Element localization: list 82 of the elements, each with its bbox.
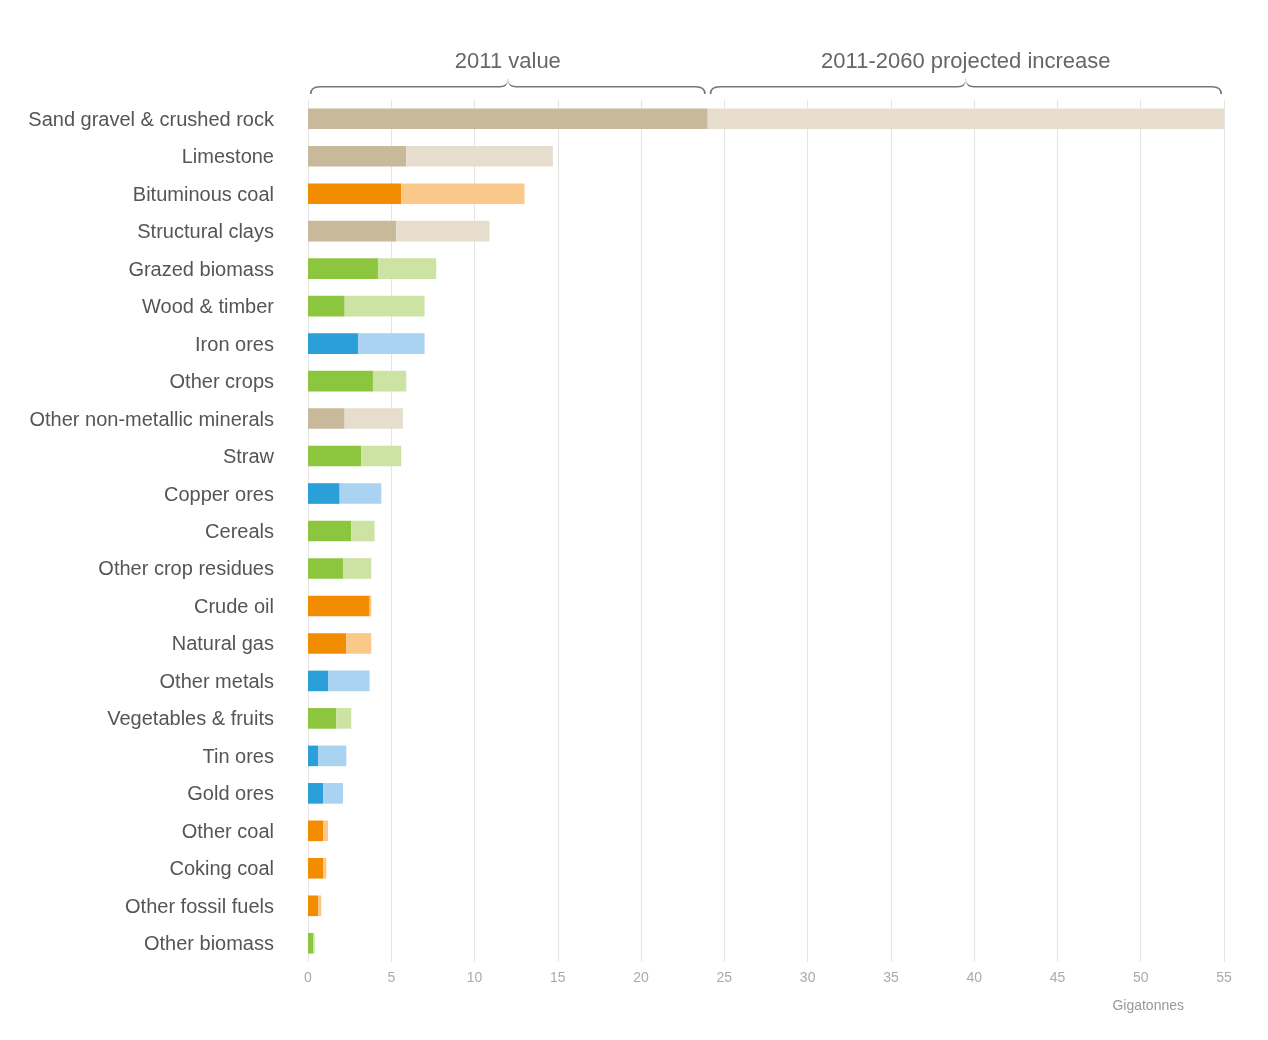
x-tick-label: 25	[716, 969, 733, 985]
x-tick-label: 40	[966, 969, 983, 985]
y-tick-label: Copper ores	[163, 482, 274, 505]
y-tick-label: Coking coal	[169, 857, 274, 880]
bar	[308, 670, 328, 692]
bar	[322, 820, 328, 842]
y-tick-label: Other biomass	[143, 932, 274, 955]
x-tick-label: 30	[799, 969, 816, 985]
y-tick-label: Other coal	[181, 819, 274, 842]
bar	[317, 895, 322, 917]
y-tick-label: Iron ores	[195, 332, 274, 355]
text: 2011-2060 projected increase	[821, 48, 1111, 73]
bar	[308, 445, 362, 467]
bar	[372, 370, 407, 392]
bar	[351, 520, 375, 542]
bar	[377, 258, 437, 279]
y-tick-label: Straw	[222, 445, 275, 468]
bar	[308, 145, 407, 167]
y-tick-label: Limestone	[181, 145, 274, 168]
bar	[357, 333, 425, 354]
bar	[308, 633, 347, 654]
text: 2011 value	[454, 48, 561, 73]
bar	[308, 483, 340, 504]
x-tick-label: 55	[1216, 969, 1232, 985]
y-tick-label: Vegetables & fruits	[107, 707, 274, 730]
bar	[308, 932, 313, 954]
bar	[327, 670, 370, 692]
x-tick-label: 0	[304, 969, 313, 985]
bar	[344, 408, 403, 429]
y-tick-label: Sand gravel & crushed rock	[28, 107, 275, 130]
y-tick-label: Other crops	[169, 370, 274, 393]
bar	[308, 108, 708, 130]
bar	[707, 108, 1224, 130]
bar	[308, 820, 323, 842]
bar	[308, 258, 378, 279]
y-tick-label: Bituminous coal	[132, 182, 274, 205]
x-tick-label: 35	[883, 969, 899, 985]
y-tick-label: Other fossil fuels	[125, 894, 274, 917]
y-tick-label: Crude oil	[193, 594, 274, 617]
bar	[308, 558, 343, 579]
bar	[308, 783, 323, 804]
x-axis-title: Gigatonnes	[1112, 997, 1184, 1013]
bar	[342, 558, 372, 579]
y-tick-label: Tin ores	[202, 744, 274, 767]
y-tick-label: Natural gas	[171, 632, 274, 655]
bar	[308, 745, 318, 767]
x-tick-label: 45	[1049, 969, 1066, 985]
bar	[361, 445, 402, 467]
bar	[308, 220, 397, 242]
bar	[346, 633, 372, 654]
x-tick-label: 5	[387, 969, 396, 985]
bar	[308, 708, 337, 729]
x-tick-label: 15	[550, 969, 566, 985]
bar	[308, 408, 345, 429]
bar	[322, 783, 343, 804]
y-tick-label: Gold ores	[187, 782, 274, 805]
bar	[308, 858, 323, 879]
y-tick-label: Other metals	[159, 669, 274, 692]
bar	[339, 483, 382, 504]
x-tick-label: 50	[1132, 969, 1149, 985]
bar	[406, 145, 553, 167]
y-tick-label: Wood & timber	[142, 295, 275, 318]
bar	[308, 520, 352, 542]
bar	[401, 183, 525, 204]
y-tick-label: Cereals	[205, 520, 274, 542]
bar	[308, 333, 358, 354]
y-tick-label: Structural clays	[137, 220, 274, 243]
bar	[308, 895, 318, 917]
y-tick-label: Grazed biomass	[128, 257, 274, 280]
x-tick-label: 20	[633, 969, 650, 985]
y-tick-label: Other crop residues	[98, 557, 274, 580]
bar	[308, 183, 402, 204]
bar	[308, 295, 345, 317]
y-tick-label: Other non-metallic minerals	[29, 407, 274, 430]
bar	[336, 708, 352, 729]
bar	[317, 745, 347, 767]
bar	[322, 858, 327, 879]
bar	[308, 595, 370, 617]
x-tick-label: 10	[466, 969, 483, 985]
bar	[344, 295, 425, 317]
bar	[396, 220, 490, 242]
bar	[308, 370, 373, 392]
